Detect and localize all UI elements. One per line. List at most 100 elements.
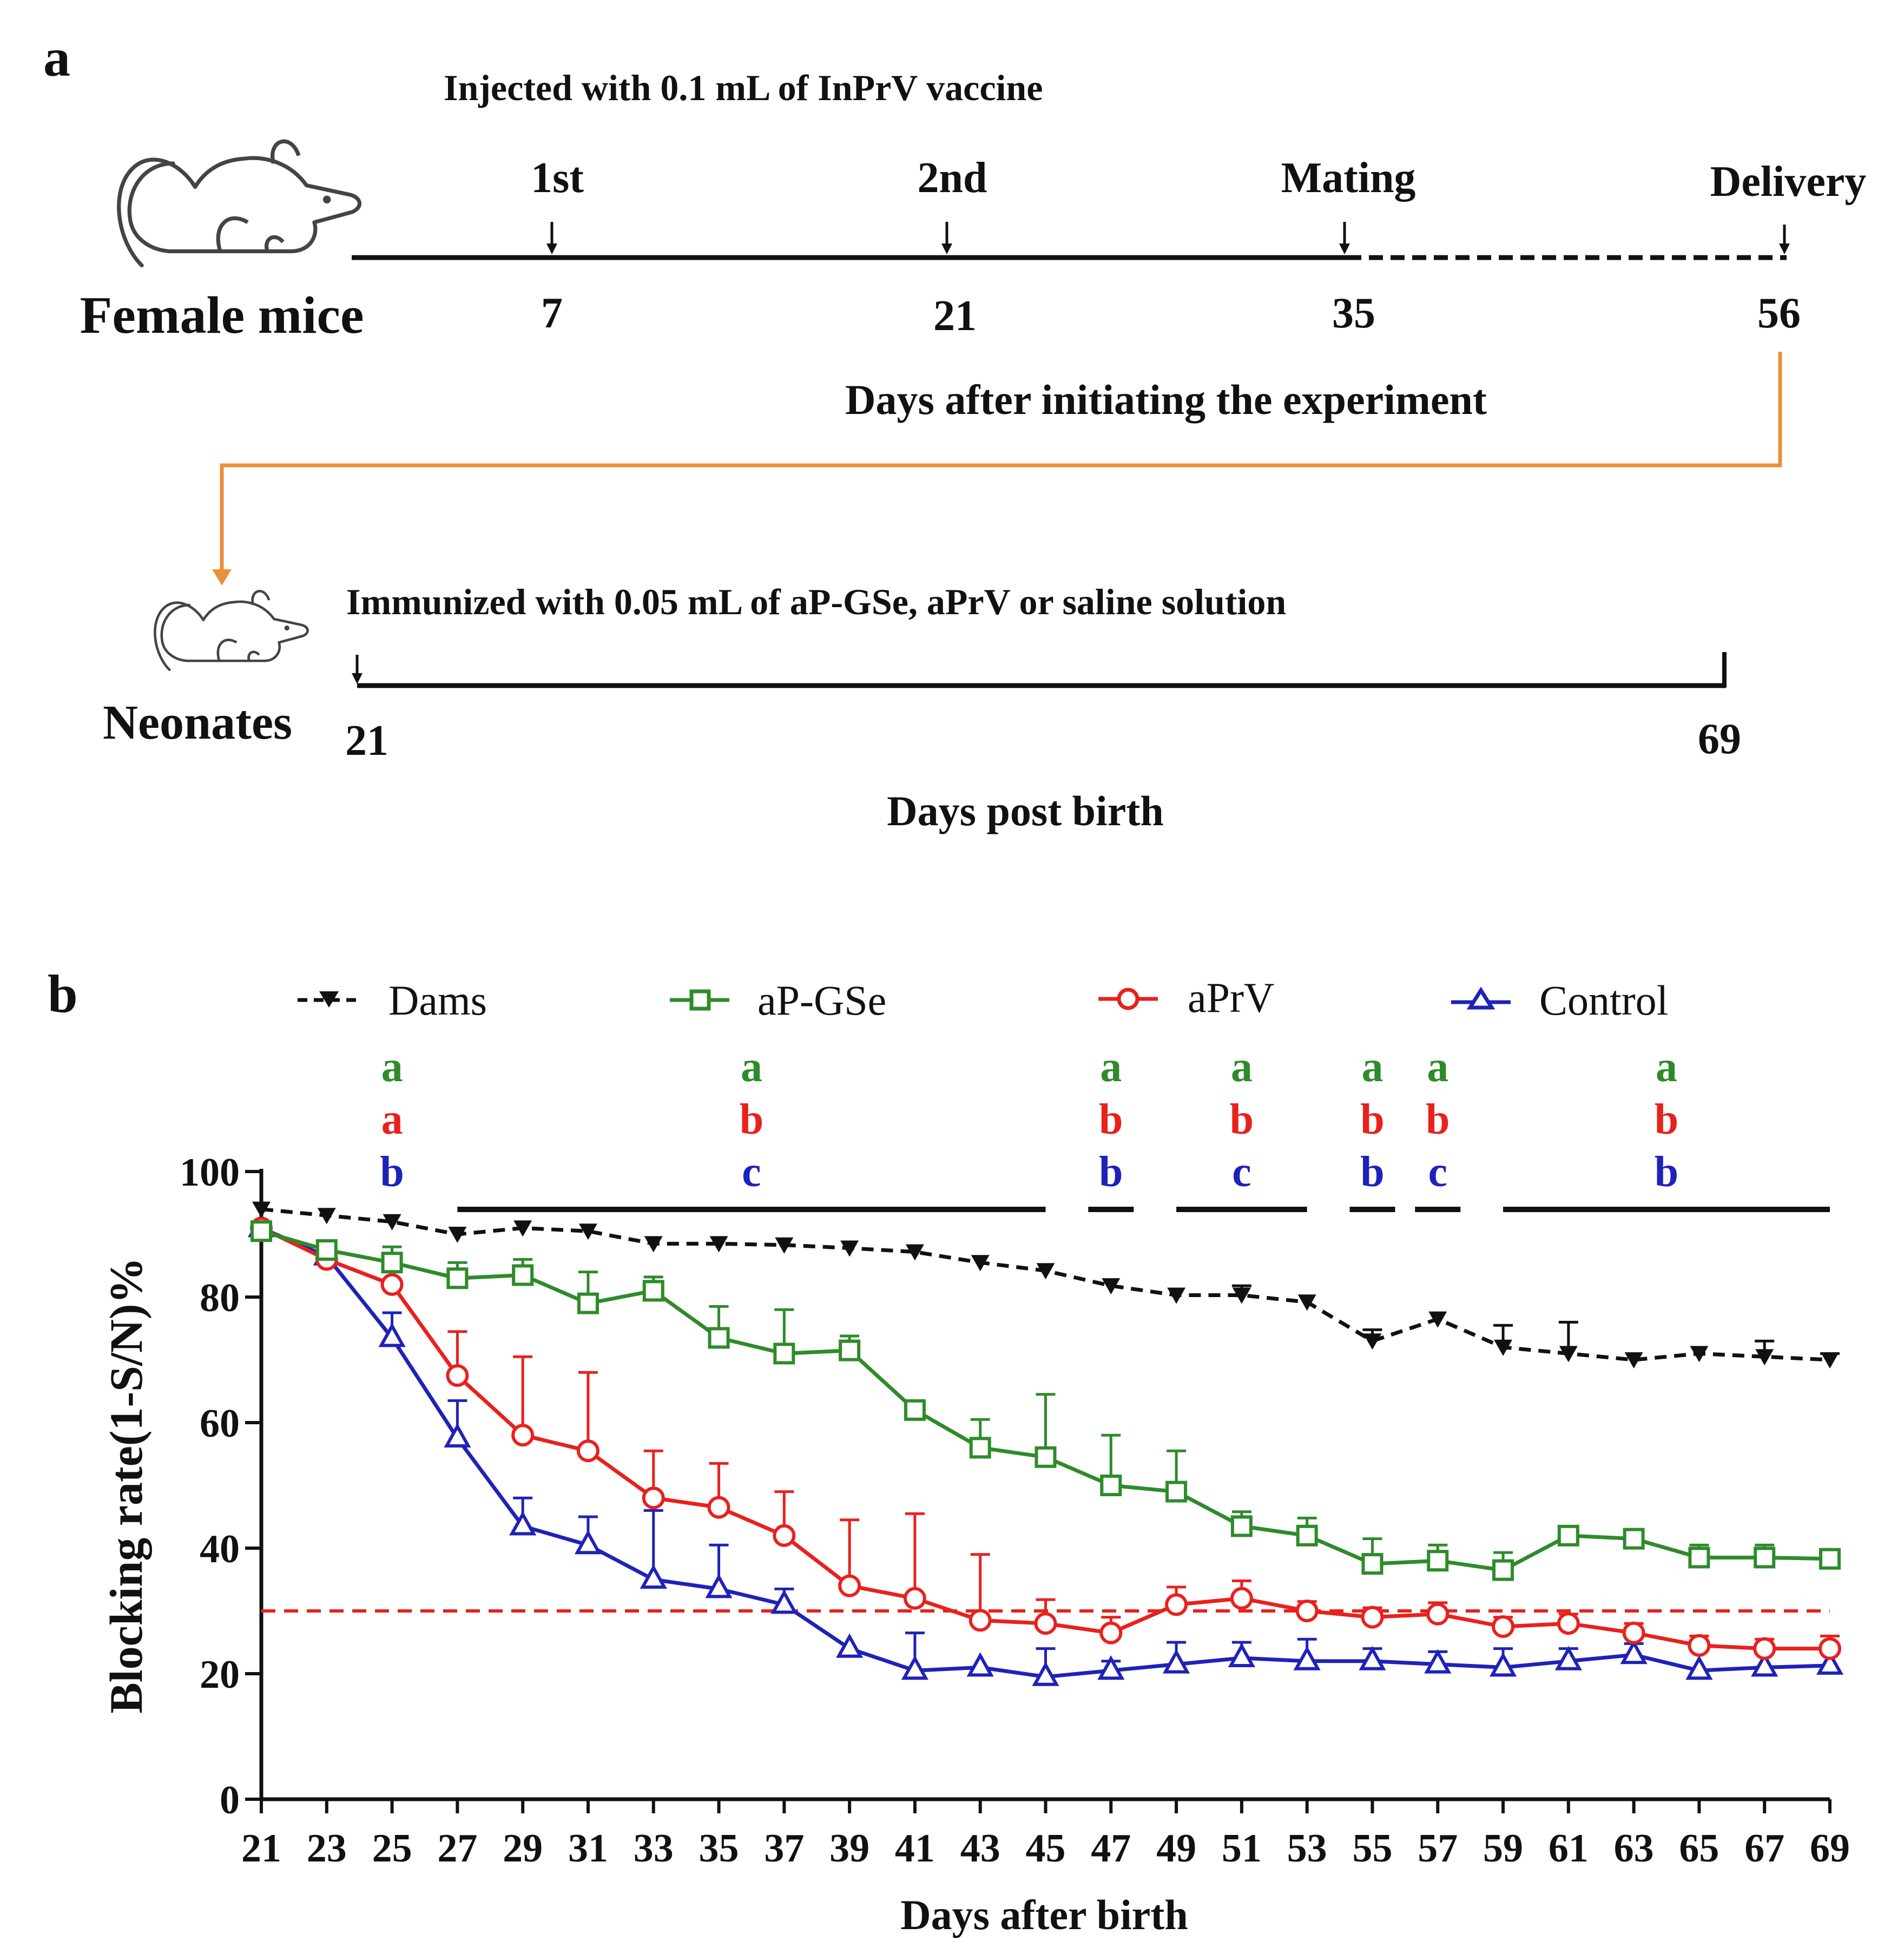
square-icon xyxy=(689,989,711,1011)
x-tick-label: 53 xyxy=(1287,1826,1327,1871)
x-tick-label: 65 xyxy=(1679,1826,1719,1871)
data-point xyxy=(444,1423,471,1448)
data-point xyxy=(446,1364,469,1387)
data-point xyxy=(1557,1612,1580,1635)
x-tick-label: 27 xyxy=(437,1826,477,1871)
panel-b: b Dams aP-GSe aPrV Control xyxy=(48,964,1850,1938)
data-point xyxy=(1753,1637,1776,1660)
data-point xyxy=(251,1220,272,1242)
data-point xyxy=(1426,1602,1450,1626)
data-point xyxy=(1099,1621,1123,1644)
data-point xyxy=(1296,1524,1318,1547)
data-point xyxy=(840,1240,859,1257)
data-point xyxy=(1165,1593,1188,1616)
data-point xyxy=(836,1633,864,1658)
x-tick-label: 63 xyxy=(1614,1826,1654,1871)
event-day: 7 xyxy=(541,290,563,337)
data-point xyxy=(1688,1634,1711,1657)
significance-group: abc xyxy=(1415,1043,1461,1212)
event-label: Delivery xyxy=(1710,158,1867,206)
significance-group: abc xyxy=(1176,1043,1307,1212)
x-tick-label: 61 xyxy=(1549,1826,1589,1871)
y-axis-label: Blocking rate(1-S/N)% xyxy=(100,1257,152,1713)
x-tick-label: 43 xyxy=(960,1826,1000,1871)
data-point xyxy=(905,1244,924,1261)
data-point xyxy=(513,1220,532,1237)
significance-letter: a xyxy=(1427,1043,1448,1091)
data-point xyxy=(1688,1547,1710,1569)
x-tick-label: 55 xyxy=(1352,1826,1392,1871)
data-point xyxy=(381,1252,403,1274)
neonate-start-day: 21 xyxy=(345,717,388,765)
data-point xyxy=(1819,1637,1841,1660)
data-point xyxy=(1492,1615,1515,1638)
data-point xyxy=(1230,1515,1253,1537)
data-point xyxy=(1427,1550,1449,1572)
down-arrow-icon xyxy=(352,673,363,684)
legend-label: Dams xyxy=(388,977,487,1024)
neonate-mouse-icon xyxy=(155,591,307,669)
data-point xyxy=(1361,1553,1383,1575)
data-point xyxy=(903,1587,926,1610)
panel-b-label: b xyxy=(48,964,78,1024)
event-2nd: 2nd 21 xyxy=(918,154,987,340)
data-point xyxy=(1754,1547,1776,1569)
data-point xyxy=(901,1655,929,1680)
data-point xyxy=(1162,1649,1190,1674)
y-tick-label: 80 xyxy=(200,1276,240,1320)
data-point xyxy=(1230,1587,1253,1610)
data-point xyxy=(1624,1352,1643,1369)
series-line xyxy=(261,1207,1830,1362)
data-point xyxy=(1424,1649,1452,1674)
y-tick-label: 40 xyxy=(200,1527,240,1571)
data-point xyxy=(1167,1287,1186,1304)
legend-item-control: Control xyxy=(1451,977,1668,1024)
data-point xyxy=(315,1239,338,1261)
significance-letter: b xyxy=(1099,1148,1123,1196)
y-tick-label: 0 xyxy=(220,1778,240,1823)
panel-a: a Injected with 0.1 mL of InPrV vaccine … xyxy=(43,28,1866,834)
data-point xyxy=(1622,1621,1645,1644)
x-tick-label: 67 xyxy=(1744,1826,1784,1871)
data-point xyxy=(448,1227,467,1243)
data-point xyxy=(1559,1346,1578,1363)
significance-letter: b xyxy=(1230,1096,1254,1143)
event-1st: 1st 7 xyxy=(531,154,584,337)
significance-letter: b xyxy=(740,1096,764,1143)
data-point xyxy=(1623,1528,1645,1550)
immunization-caption: Immunized with 0.05 mL of aP-GSe, aPrV o… xyxy=(346,581,1286,622)
data-point xyxy=(904,1399,926,1421)
data-point xyxy=(770,1589,798,1614)
x-tick-label: 69 xyxy=(1810,1826,1850,1871)
x-tick-label: 59 xyxy=(1483,1826,1523,1871)
series-dams xyxy=(252,1201,1840,1369)
significance-letter: a xyxy=(1231,1043,1253,1091)
significance-letter: a xyxy=(1361,1043,1383,1091)
data-point xyxy=(1819,1548,1841,1570)
data-point xyxy=(1685,1655,1713,1680)
data-point xyxy=(839,1339,861,1361)
data-point xyxy=(1032,1661,1059,1686)
data-point xyxy=(773,1343,795,1365)
significance-letter: c xyxy=(1428,1148,1447,1196)
x-tick-label: 45 xyxy=(1026,1826,1066,1871)
significance-group: abb xyxy=(1349,1043,1395,1212)
x-tick-label: 31 xyxy=(568,1826,608,1871)
data-point xyxy=(644,1236,663,1253)
data-point xyxy=(1428,1311,1447,1328)
y-tick-label: 100 xyxy=(180,1150,240,1195)
data-point xyxy=(1557,1524,1579,1547)
data-point xyxy=(577,1292,599,1314)
data-point xyxy=(966,1652,994,1677)
data-point xyxy=(971,1255,990,1272)
legend-item-ap-gse: aP-GSe xyxy=(670,977,886,1024)
significance-letter: b xyxy=(1360,1096,1385,1143)
significance-letter: a xyxy=(381,1043,403,1091)
x-tick-label: 25 xyxy=(372,1826,412,1871)
data-point xyxy=(1232,1287,1251,1304)
data-point xyxy=(1620,1640,1648,1664)
data-point xyxy=(578,1223,597,1240)
data-point xyxy=(1755,1349,1774,1366)
significance-letter: b xyxy=(1655,1148,1679,1196)
